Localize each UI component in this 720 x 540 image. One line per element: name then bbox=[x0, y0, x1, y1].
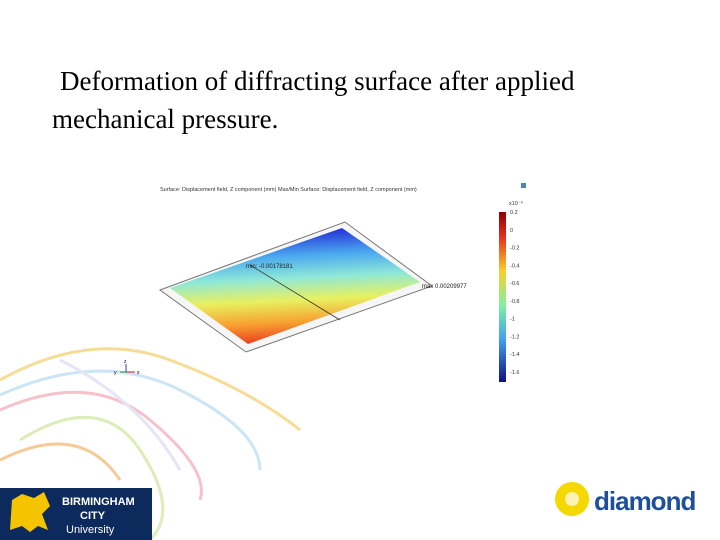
plot-icon bbox=[521, 183, 526, 188]
axis-triad bbox=[120, 364, 135, 373]
diamond-text: diamond bbox=[594, 486, 695, 516]
diamond-sun-core bbox=[565, 492, 579, 506]
min-label: min: -0.00178181 bbox=[246, 264, 293, 270]
colorbar-tick-label: -0.2 bbox=[510, 246, 519, 252]
colorbar-tick-label: -1.4 bbox=[510, 352, 519, 358]
axis-label: x bbox=[137, 370, 140, 376]
bcu-text: BIRMINGHAM bbox=[62, 496, 135, 508]
bcu-text: University bbox=[66, 524, 115, 536]
colorbar-tick-label: -1 bbox=[510, 317, 515, 323]
slide-title: Deformation of diffracting surface after… bbox=[52, 66, 575, 134]
axis-label: y bbox=[114, 370, 117, 376]
colorbar-tick-label: -1.6 bbox=[510, 370, 519, 376]
swirl-decoration bbox=[0, 347, 301, 540]
bcu-text: CITY bbox=[80, 510, 106, 522]
colorbar-tick-label: 0.2 bbox=[510, 210, 518, 216]
colorbar-tick-label: -0.8 bbox=[510, 299, 519, 305]
colorbar-tick-label: 0 bbox=[510, 228, 513, 234]
axis-label: z bbox=[124, 359, 127, 365]
colorbar bbox=[499, 212, 506, 382]
center-line bbox=[249, 264, 341, 321]
colorbar-tick-label: -0.4 bbox=[510, 263, 519, 269]
colorbar-tick-label: -0.6 bbox=[510, 281, 519, 287]
colorbar-tick-label: -1.2 bbox=[510, 334, 519, 340]
colorbar-unit: x10⁻³ bbox=[509, 201, 523, 207]
displacement-surface bbox=[170, 228, 420, 344]
bcu-lion bbox=[10, 492, 50, 532]
plot-header: Surface: Displacement field, Z component… bbox=[160, 187, 417, 193]
max-label: max 0.00209977 bbox=[422, 284, 467, 290]
